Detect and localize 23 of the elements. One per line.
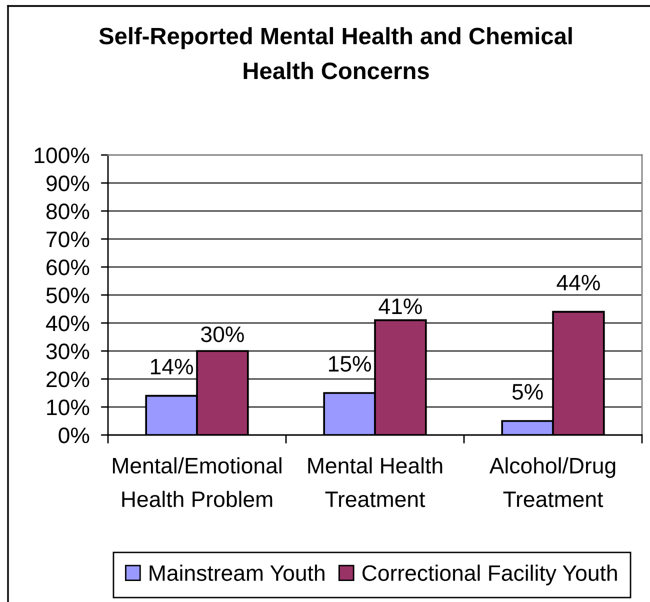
x-tick-label: Alcohol/Drug Treatment [489, 457, 616, 508]
data-label: 5% [512, 384, 543, 400]
data-label: 14% [151, 358, 193, 374]
y-tick-label: 20% [46, 372, 90, 388]
x-tick-label: Mental Health Treatment [308, 457, 442, 508]
y-tick-label: 90% [46, 176, 90, 192]
y-tick-label: 60% [46, 260, 90, 276]
legend-label: Mainstream Youth [150, 564, 324, 581]
data-label: 30% [201, 326, 244, 342]
y-tick-label: 40% [46, 316, 90, 332]
x-tick-label: Mental/Emotional Health Problem [112, 457, 282, 508]
y-tick-label: 10% [47, 400, 90, 416]
data-label: 15% [329, 356, 371, 372]
chart-title: Self-Reported Mental Health and Chemical Health Concerns [99, 27, 572, 80]
y-tick-label: 100% [34, 148, 90, 164]
legend-label: Correctional Facility Youth [362, 564, 617, 586]
y-tick-label: 70% [46, 232, 90, 248]
y-tick-label: 80% [46, 204, 90, 220]
y-tick-label: 30% [46, 344, 90, 360]
data-label: 44% [556, 274, 600, 290]
y-tick-label: 0% [58, 428, 90, 444]
y-tick-label: 50% [46, 288, 90, 304]
data-label: 41% [378, 298, 422, 314]
